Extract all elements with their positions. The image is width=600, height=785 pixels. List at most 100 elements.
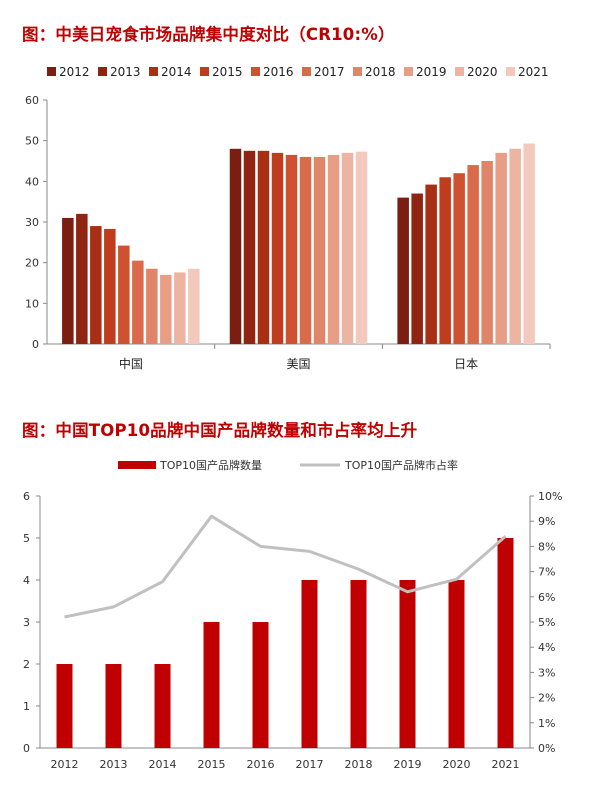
bar-2012 [56, 664, 73, 748]
legend-swatch-2015 [200, 67, 209, 76]
right-tick-label: 7% [538, 566, 555, 579]
x-category-label: 美国 [286, 357, 310, 371]
right-tick-label: 9% [538, 515, 555, 528]
x-tick-label: 2018 [345, 758, 373, 771]
bar-美国-2019 [327, 154, 340, 344]
legend-label-2019: 2019 [416, 65, 447, 79]
legend-label-2017: 2017 [314, 65, 345, 79]
bar-2018 [350, 580, 367, 748]
bar-2021 [497, 538, 514, 748]
bar-中国-2014 [90, 226, 102, 344]
right-tick-label: 2% [538, 692, 555, 705]
left-tick-label: 4 [23, 574, 30, 587]
bar-日本-2018 [481, 161, 493, 344]
bar-2015 [203, 622, 220, 748]
bar-美国-2018 [313, 156, 326, 344]
legend-label-2013: 2013 [110, 65, 141, 79]
legend-label-2020: 2020 [467, 65, 498, 79]
y-tick-label: 50 [25, 135, 39, 148]
bar-中国-2021 [188, 268, 200, 344]
bar-2013 [105, 664, 122, 748]
legend-label-2018: 2018 [365, 65, 396, 79]
legend-swatch-2019 [404, 67, 413, 76]
y-tick-label: 30 [25, 216, 39, 229]
legend-label-2015: 2015 [212, 65, 243, 79]
x-category-label: 日本 [454, 357, 478, 371]
bar-美国-2015 [271, 152, 284, 344]
bar-2020 [448, 580, 465, 748]
bar-2016 [252, 622, 269, 748]
legend-swatch-2020 [455, 67, 464, 76]
legend-label-bars: TOP10国产品牌数量 [159, 458, 262, 472]
market-share-line [64, 514, 507, 619]
legend-swatch-2017 [302, 67, 311, 76]
legend-label-2012: 2012 [59, 65, 90, 79]
right-tick-label: 6% [538, 591, 555, 604]
y-tick-label: 40 [25, 175, 39, 188]
bar-美国-2014 [257, 150, 270, 344]
y-tick-label: 60 [25, 94, 39, 107]
bar-2014 [154, 664, 171, 748]
x-tick-label: 2014 [149, 758, 177, 771]
x-category-label: 中国 [119, 356, 143, 371]
bar-2019 [399, 580, 416, 748]
legend-swatch-2018 [353, 67, 362, 76]
bar-日本-2021 [523, 143, 535, 344]
legend-swatch-2014 [149, 67, 158, 76]
x-tick-label: 2013 [100, 758, 128, 771]
bar-美国-2012 [229, 148, 242, 344]
right-tick-label: 1% [538, 717, 555, 730]
right-tick-label: 3% [538, 666, 555, 679]
legend-label-line: TOP10国产品牌市占率 [344, 458, 458, 472]
right-tick-label: 8% [538, 540, 555, 553]
bar-中国-2016 [118, 245, 130, 344]
left-tick-label: 3 [23, 616, 30, 629]
x-tick-label: 2016 [247, 758, 275, 771]
left-tick-label: 0 [23, 742, 30, 755]
bar-2017 [301, 580, 318, 748]
legend-swatch-2016 [251, 67, 260, 76]
x-tick-label: 2017 [296, 758, 324, 771]
x-tick-label: 2015 [198, 758, 226, 771]
left-tick-label: 2 [23, 658, 30, 671]
bar-美国-2016 [285, 154, 298, 344]
legend-swatch-bars [118, 461, 156, 469]
x-tick-label: 2019 [394, 758, 422, 771]
bar-日本-2014 [425, 184, 437, 344]
bar-美国-2021 [355, 151, 368, 344]
bar-日本-2020 [509, 148, 521, 344]
bar-美国-2013 [243, 150, 256, 344]
bar-中国-2019 [160, 274, 172, 344]
legend-swatch-2013 [98, 67, 107, 76]
bar-日本-2013 [411, 193, 423, 344]
bar-中国-2015 [104, 228, 116, 344]
y-tick-label: 0 [32, 338, 39, 351]
x-tick-label: 2021 [492, 758, 520, 771]
bar-中国-2018 [146, 268, 158, 344]
legend-label-2021: 2021 [518, 65, 549, 79]
right-tick-label: 10% [538, 490, 562, 503]
legend-swatch-2012 [47, 67, 56, 76]
bar-美国-2017 [299, 156, 312, 344]
bar-中国-2012 [62, 217, 74, 344]
bar-日本-2015 [439, 177, 451, 344]
bar-日本-2012 [397, 197, 409, 344]
left-tick-label: 5 [23, 532, 30, 545]
bar-美国-2020 [341, 152, 354, 344]
y-tick-label: 10 [25, 297, 39, 310]
left-tick-label: 1 [23, 700, 30, 713]
left-tick-label: 6 [23, 490, 30, 503]
legend-label-2016: 2016 [263, 65, 294, 79]
bar-中国-2017 [132, 260, 144, 344]
bar-中国-2013 [76, 213, 88, 344]
bar-中国-2020 [174, 272, 186, 344]
chart1-title: 图：中美日宠食市场品牌集中度对比（CR10:%） [22, 25, 395, 44]
right-tick-label: 4% [538, 641, 555, 654]
bar-日本-2019 [495, 152, 507, 344]
y-tick-label: 20 [25, 257, 39, 270]
right-tick-label: 5% [538, 616, 555, 629]
chart2-title: 图：中国TOP10品牌中国产品牌数量和市占率均上升 [22, 421, 418, 440]
bar-日本-2016 [453, 173, 465, 344]
x-tick-label: 2012 [51, 758, 79, 771]
